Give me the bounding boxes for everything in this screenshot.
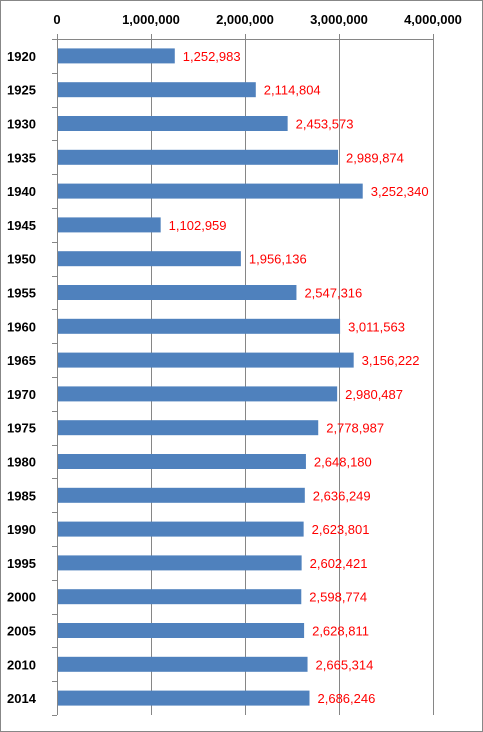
bar: [58, 589, 302, 605]
bar: [58, 555, 302, 571]
bar: [58, 454, 306, 469]
x-tick-label: 2,000,000: [216, 12, 274, 27]
data-label: 2,623,801: [312, 522, 370, 537]
data-label: 3,011,563: [348, 319, 405, 334]
bar: [58, 149, 339, 165]
category-label: 1925: [7, 83, 36, 98]
data-label: 2,598,774: [309, 590, 367, 605]
category-label: 1940: [7, 184, 36, 199]
data-labels: 1,252,983 2,114,804 2,453,573 2,989,874 3,25…: [169, 49, 429, 706]
category-label: 1970: [7, 387, 36, 402]
bar: [58, 318, 341, 334]
category-label: 1950: [7, 252, 36, 267]
gridlines: [151, 39, 434, 715]
data-label: 3,156,222: [362, 353, 420, 368]
data-label: 2,636,249: [313, 488, 371, 503]
data-label: 2,778,987: [326, 421, 384, 436]
x-tick-labels: 0 1,000,000 2,000,000 3,000,000 4,000,000: [53, 12, 462, 27]
bar: [58, 690, 310, 706]
data-label: 2,602,421: [310, 556, 368, 571]
x-tick-label: 3,000,000: [310, 12, 368, 27]
category-label: 1985: [7, 488, 36, 503]
category-label: 1935: [7, 150, 36, 165]
category-label: 2010: [7, 657, 36, 672]
bar: [58, 116, 288, 131]
bar: [58, 251, 241, 267]
category-label: 1990: [7, 522, 36, 537]
data-label: 3,252,340: [371, 184, 429, 199]
category-label: 1975: [7, 421, 36, 436]
axis-lines: [52, 34, 434, 716]
data-label: 2,547,316: [304, 286, 362, 301]
data-label: 2,648,180: [314, 455, 372, 470]
data-label: 2,628,811: [312, 624, 369, 639]
category-label: 1995: [7, 556, 36, 571]
bar: [58, 656, 308, 672]
bar: [58, 183, 363, 199]
bar: [58, 521, 304, 537]
bar: [58, 48, 175, 64]
category-label: 1945: [7, 218, 36, 233]
bar: [58, 623, 305, 638]
bar: [58, 82, 256, 98]
x-tick-label: 1,000,000: [122, 12, 180, 27]
category-label: 1965: [7, 353, 36, 368]
bar: [58, 386, 338, 402]
data-label: 2,453,573: [296, 117, 354, 132]
x-tick-label: 0: [53, 12, 60, 27]
category-label: 2000: [7, 590, 36, 605]
data-label: 1,252,983: [183, 49, 241, 64]
data-label: 2,686,246: [318, 691, 376, 706]
data-label: 2,114,804: [264, 83, 321, 98]
data-label: 1,102,959: [169, 218, 227, 233]
bar: [58, 352, 354, 368]
x-tick-label: 4,000,000: [404, 12, 462, 27]
bar: [58, 420, 319, 436]
category-label: 2014: [7, 691, 37, 706]
category-label: 1955: [7, 286, 36, 301]
category-labels: 1920 1925 1930 1935 1940 1945 1950 1955 1960 1965…: [7, 49, 37, 706]
bars: [58, 48, 363, 706]
category-label: 1930: [7, 117, 36, 132]
bar: [58, 487, 305, 503]
data-label: 2,665,314: [316, 657, 374, 672]
data-label: 2,980,487: [345, 387, 403, 402]
category-label: 2005: [7, 624, 36, 639]
bar: [58, 217, 161, 233]
category-label: 1960: [7, 319, 36, 334]
category-label: 1980: [7, 455, 36, 470]
data-label: 2,989,874: [346, 150, 404, 165]
category-label: 1920: [7, 49, 36, 64]
bar: [58, 285, 297, 300]
data-label: 1,956,136: [249, 252, 307, 267]
